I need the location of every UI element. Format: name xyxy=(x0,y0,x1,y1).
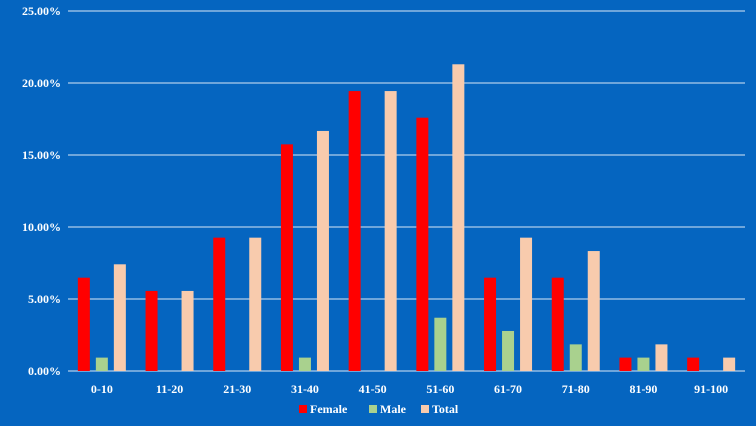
legend-label-female: Female xyxy=(310,402,348,416)
x-tick-label: 51-60 xyxy=(426,382,454,396)
bar-total-41-50 xyxy=(384,91,397,372)
y-tick-label: 5.00% xyxy=(28,292,61,306)
bar-male-0-10 xyxy=(95,357,108,371)
bar-total-51-60 xyxy=(452,64,465,371)
y-tick-label: 10.00% xyxy=(22,220,61,234)
bar-female-21-30 xyxy=(213,237,226,371)
bar-total-21-30 xyxy=(249,237,262,371)
x-tick-label: 21-30 xyxy=(223,382,251,396)
x-tick-label: 11-20 xyxy=(156,382,183,396)
x-axis-ticks: 0-10 11-20 21-30 31-40 41-50 51-60 61-70 71-80 8… xyxy=(91,382,728,396)
gridlines xyxy=(68,10,745,372)
bars xyxy=(77,64,736,372)
bar-male-31-40 xyxy=(298,357,311,371)
legend-label-male: Male xyxy=(380,402,407,416)
bar-total-71-80 xyxy=(587,251,600,371)
bar-male-81-90 xyxy=(637,357,650,371)
bar-female-0-10 xyxy=(77,277,90,371)
bar-female-41-50 xyxy=(348,91,361,372)
legend-swatch-female xyxy=(299,405,307,413)
legend-swatch-male xyxy=(369,405,377,413)
bar-female-51-60 xyxy=(416,117,429,371)
x-tick-label: 61-70 xyxy=(494,382,522,396)
bar-female-71-80 xyxy=(551,277,564,371)
x-tick-label: 81-90 xyxy=(629,382,657,396)
y-tick-label: 0.00% xyxy=(28,364,61,378)
bar-male-71-80 xyxy=(569,344,582,371)
bar-female-81-90 xyxy=(619,357,632,371)
bar-female-11-20 xyxy=(145,290,158,371)
legend-swatch-total xyxy=(421,405,429,413)
x-tick-label: 0-10 xyxy=(91,382,113,396)
bar-male-51-60 xyxy=(434,317,447,371)
bar-total-81-90 xyxy=(655,344,668,371)
x-tick-label: 31-40 xyxy=(291,382,319,396)
legend: Female Male Total xyxy=(299,402,459,416)
bar-total-91-100 xyxy=(723,357,736,371)
bar-total-0-10 xyxy=(113,264,126,371)
x-tick-label: 91-100 xyxy=(694,382,728,396)
bar-total-11-20 xyxy=(181,290,194,371)
y-axis-ticks: 0.00% 5.00% 10.00% 15.00% 20.00% 25.00% xyxy=(22,4,61,378)
legend-label-total: Total xyxy=(432,402,459,416)
y-tick-label: 25.00% xyxy=(22,4,61,18)
bar-female-61-70 xyxy=(484,277,497,371)
bar-female-31-40 xyxy=(280,144,293,371)
bar-female-91-100 xyxy=(687,357,700,371)
bar-total-31-40 xyxy=(316,130,329,371)
bar-male-61-70 xyxy=(502,330,515,371)
bar-total-61-70 xyxy=(520,237,533,371)
y-tick-label: 20.00% xyxy=(22,76,61,90)
x-tick-label: 71-80 xyxy=(562,382,590,396)
x-tick-label: 41-50 xyxy=(359,382,387,396)
y-tick-label: 15.00% xyxy=(22,148,61,162)
